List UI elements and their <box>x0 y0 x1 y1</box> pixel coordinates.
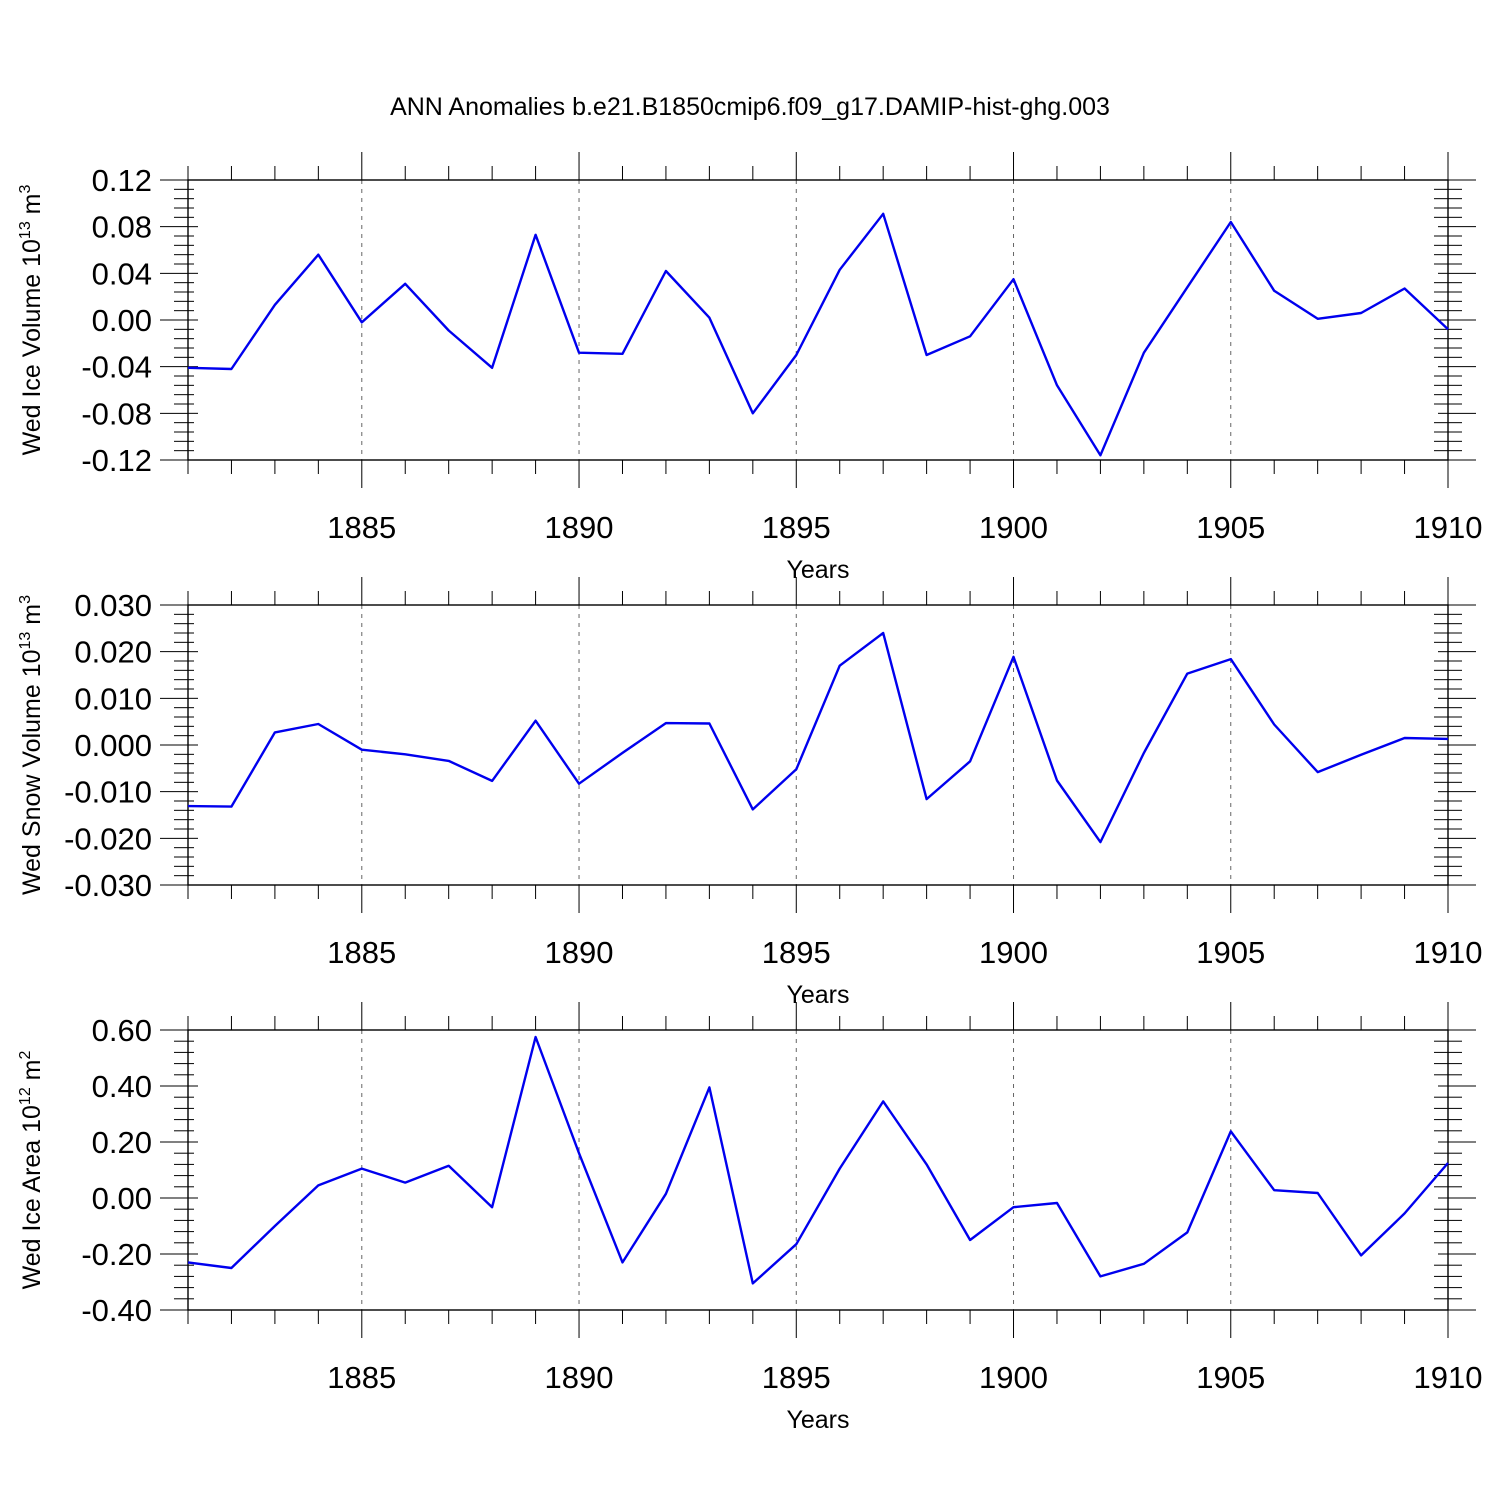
x-tick-label: 1885 <box>327 510 396 545</box>
y-tick-label: -0.020 <box>64 821 152 856</box>
series-line-ice-area <box>187 1035 1449 1285</box>
x-tick-label: 1885 <box>327 935 396 970</box>
panel-snow-volume: -0.030 -0.020 -0.010 0.000 0.010 0.020 0.030 18… <box>17 577 1482 1009</box>
y-tick-label: -0.04 <box>81 350 152 385</box>
x-axis-title: Years <box>786 981 849 1009</box>
x-tick-label: 1890 <box>545 510 614 545</box>
x-tick-label: 1885 <box>327 1360 396 1395</box>
y-tick-label: 0.030 <box>74 588 152 623</box>
panel-ice-volume: -0.12 -0.08 -0.04 0.00 0.04 0.08 0.12 1885 1890 1… <box>17 152 1482 584</box>
y-tick-label: 0.010 <box>74 681 152 716</box>
panel-ice-area: -0.40 -0.20 0.00 0.20 0.40 0.60 1885 1890 1895 19… <box>17 1002 1482 1434</box>
y-tick-label: -0.40 <box>81 1293 152 1328</box>
x-tick-label: 1890 <box>545 935 614 970</box>
x-tick-label: 1910 <box>1414 510 1483 545</box>
series-line-snow-volume <box>187 631 1449 844</box>
y-tick-label: -0.08 <box>81 396 152 431</box>
x-tick-label: 1905 <box>1196 510 1265 545</box>
y-tick-label: 0.12 <box>92 163 152 198</box>
y-tick-label: -0.12 <box>81 443 152 478</box>
x-tick-label: 1900 <box>979 1360 1048 1395</box>
x-tick-label: 1890 <box>545 1360 614 1395</box>
y-tick-label: 0.00 <box>92 303 152 338</box>
plot-frame <box>187 179 1449 461</box>
x-axis-title: Years <box>786 556 849 584</box>
y-tick-label: -0.20 <box>81 1237 152 1272</box>
x-tick-label: 1910 <box>1414 935 1483 970</box>
y-tick-label: 0.000 <box>74 728 152 763</box>
y-tick-label: -0.030 <box>64 868 152 903</box>
x-tick-label: 1895 <box>762 1360 831 1395</box>
series-line-ice-volume <box>187 212 1449 457</box>
x-tick-label: 1900 <box>979 510 1048 545</box>
y-tick-label: 0.40 <box>92 1069 152 1104</box>
x-tick-label: 1900 <box>979 935 1048 970</box>
x-axis-title: Years <box>786 1406 849 1434</box>
y-tick-label: 0.00 <box>92 1181 152 1216</box>
chart-panels: -0.12 -0.08 -0.04 0.00 0.04 0.08 0.12 1885 1890 1… <box>17 152 1482 1434</box>
x-tick-label: 1905 <box>1196 935 1265 970</box>
y-axis-title: Wed Ice Volume 1013 m3 <box>17 184 46 455</box>
y-tick-label: 0.020 <box>74 635 152 670</box>
y-tick-label: 0.20 <box>92 1125 152 1160</box>
x-tick-label: 1895 <box>762 935 831 970</box>
x-tick-label: 1895 <box>762 510 831 545</box>
y-tick-label: 0.08 <box>92 210 152 245</box>
y-tick-label: 0.60 <box>92 1013 152 1048</box>
x-tick-label: 1905 <box>1196 1360 1265 1395</box>
y-tick-label: 0.04 <box>92 256 152 291</box>
x-tick-label: 1910 <box>1414 1360 1483 1395</box>
y-tick-label: -0.010 <box>64 775 152 810</box>
chart-title: ANN Anomalies b.e21.B1850cmip6.f09_g17.D… <box>390 93 1110 121</box>
plot-frame <box>187 1029 1449 1311</box>
y-axis-title: Wed Ice Area 1012 m2 <box>17 1050 46 1289</box>
y-axis-title: Wed Snow Volume 1013 m3 <box>17 595 46 895</box>
plot-frame <box>187 604 1449 886</box>
